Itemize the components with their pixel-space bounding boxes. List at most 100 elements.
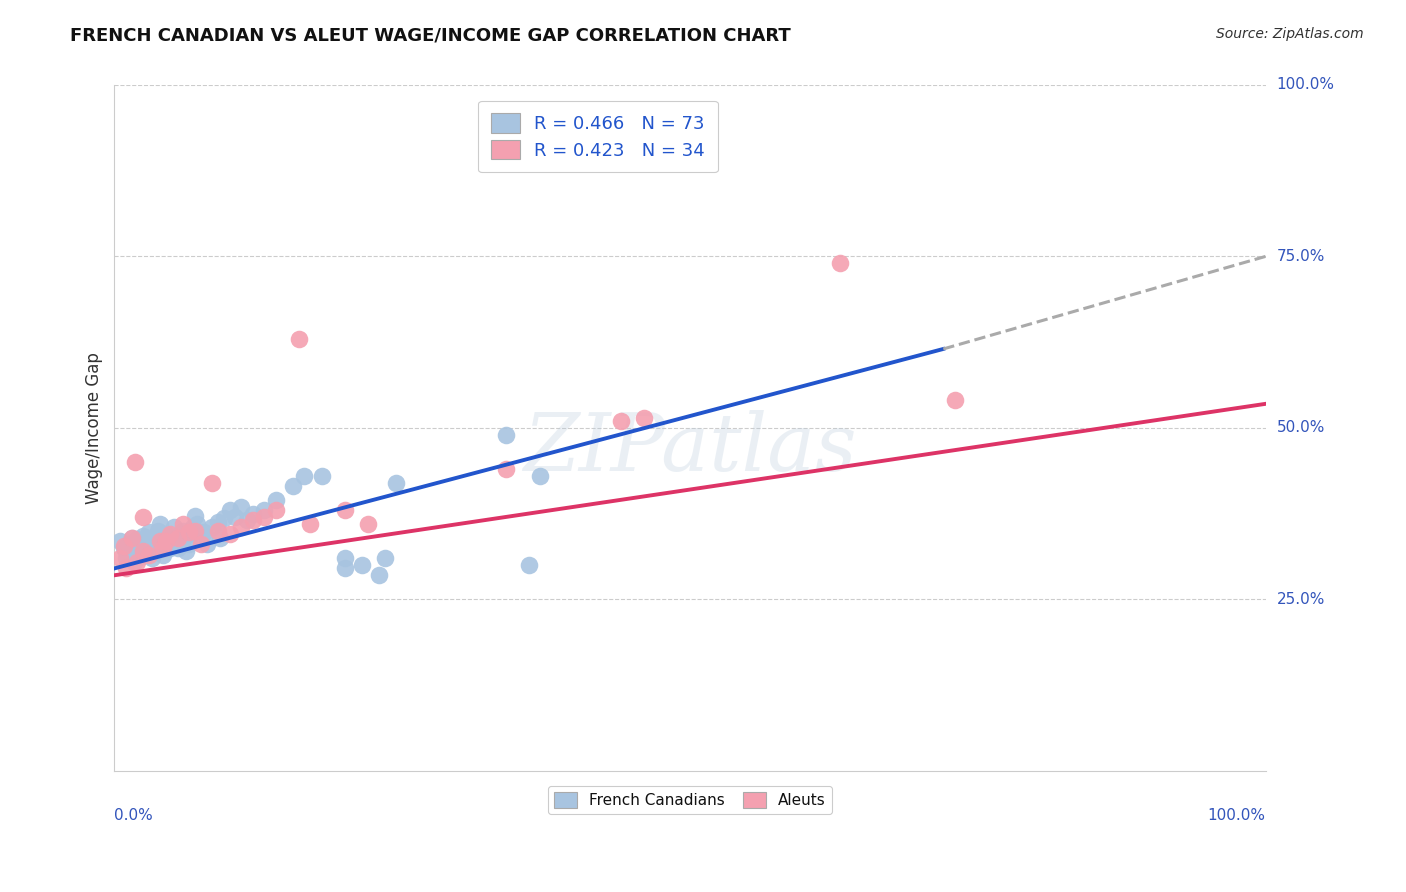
Point xyxy=(160,531,183,545)
Point xyxy=(115,561,138,575)
Point xyxy=(633,410,655,425)
Point xyxy=(138,548,160,562)
Point xyxy=(186,516,208,531)
Point xyxy=(495,427,517,442)
Point xyxy=(610,414,633,428)
Text: 50.0%: 50.0% xyxy=(1277,420,1324,435)
Point xyxy=(166,541,188,555)
Point xyxy=(143,533,166,548)
Point xyxy=(138,533,160,548)
Point xyxy=(190,537,212,551)
Point xyxy=(138,524,160,539)
Point xyxy=(132,539,155,553)
Point xyxy=(292,468,315,483)
Point xyxy=(174,544,197,558)
Point xyxy=(264,503,287,517)
Point xyxy=(368,568,391,582)
Point xyxy=(156,536,179,550)
Point xyxy=(173,516,195,531)
Point xyxy=(152,548,174,562)
Point xyxy=(333,551,356,566)
Point xyxy=(149,533,172,548)
Point xyxy=(166,531,188,545)
Point xyxy=(124,455,146,469)
Point xyxy=(201,475,224,490)
Point xyxy=(195,537,218,551)
Point xyxy=(146,524,169,538)
Point xyxy=(152,541,174,555)
Point xyxy=(146,531,169,545)
Point xyxy=(173,524,195,538)
Point xyxy=(124,541,146,555)
Point xyxy=(212,511,235,525)
Text: 25.0%: 25.0% xyxy=(1277,591,1324,607)
Point xyxy=(229,520,252,534)
Point xyxy=(193,524,215,539)
Point xyxy=(242,513,264,527)
Point xyxy=(207,516,229,530)
Point xyxy=(495,462,517,476)
Point xyxy=(155,533,177,548)
Point xyxy=(121,531,143,545)
Point xyxy=(127,555,149,569)
Point xyxy=(112,541,135,555)
Point xyxy=(155,527,177,541)
Point xyxy=(128,549,150,564)
Legend: French Canadians, Aleuts: French Canadians, Aleuts xyxy=(548,786,832,814)
Point xyxy=(141,551,163,566)
Point xyxy=(145,544,167,558)
Point xyxy=(128,537,150,551)
Point xyxy=(242,507,264,521)
Point xyxy=(166,529,188,543)
Point xyxy=(121,531,143,545)
Point xyxy=(201,520,224,534)
Point xyxy=(127,542,149,557)
Point xyxy=(517,558,540,572)
Point xyxy=(311,468,333,483)
Point xyxy=(229,500,252,514)
Point xyxy=(121,537,143,551)
Point xyxy=(181,520,204,534)
Point xyxy=(179,537,201,551)
Point xyxy=(149,537,172,551)
Point xyxy=(299,516,322,531)
Point xyxy=(264,492,287,507)
Point xyxy=(190,531,212,545)
Point xyxy=(159,541,181,555)
Point xyxy=(134,547,156,561)
Point xyxy=(163,520,186,534)
Point xyxy=(121,544,143,558)
Point xyxy=(179,527,201,541)
Text: FRENCH CANADIAN VS ALEUT WAGE/INCOME GAP CORRELATION CHART: FRENCH CANADIAN VS ALEUT WAGE/INCOME GAP… xyxy=(70,27,792,45)
Y-axis label: Wage/Income Gap: Wage/Income Gap xyxy=(86,351,103,504)
Point xyxy=(828,256,851,270)
Point xyxy=(350,558,373,572)
Point xyxy=(141,541,163,555)
Point xyxy=(184,524,207,538)
Point xyxy=(170,533,193,548)
Point xyxy=(149,516,172,531)
Point xyxy=(124,546,146,560)
Point xyxy=(333,503,356,517)
Text: 100.0%: 100.0% xyxy=(1277,78,1334,93)
Text: 75.0%: 75.0% xyxy=(1277,249,1324,264)
Text: ZIPatlas: ZIPatlas xyxy=(523,409,856,487)
Point xyxy=(253,503,276,517)
Point xyxy=(224,510,246,524)
Point xyxy=(132,510,155,524)
Point xyxy=(118,537,141,551)
Point xyxy=(132,529,155,543)
Point xyxy=(184,508,207,523)
Point xyxy=(218,503,240,517)
Point xyxy=(117,548,139,562)
Point xyxy=(943,393,966,408)
Point xyxy=(374,551,396,566)
Point xyxy=(108,551,131,566)
Point xyxy=(127,532,149,546)
Point xyxy=(385,475,408,490)
Point xyxy=(287,332,309,346)
Point xyxy=(357,516,380,531)
Text: Source: ZipAtlas.com: Source: ZipAtlas.com xyxy=(1216,27,1364,41)
Point xyxy=(115,544,138,558)
Point xyxy=(209,531,232,545)
